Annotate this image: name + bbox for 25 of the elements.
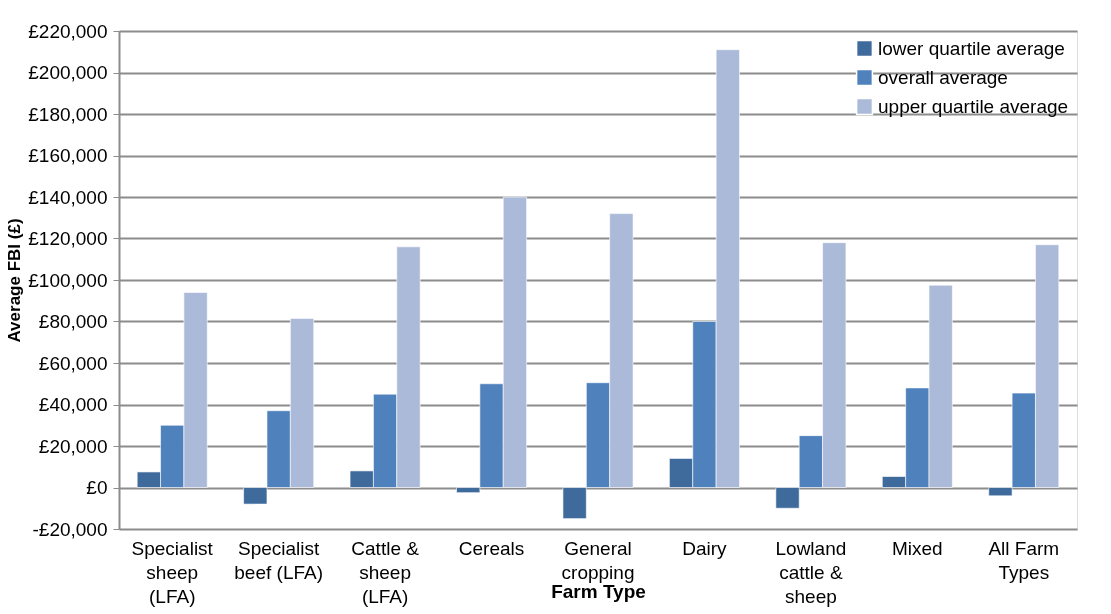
y-tick-label: £100,000 xyxy=(28,269,108,291)
y-axis-title: Average FBI (£) xyxy=(5,218,25,343)
x-tick-label: Cereals xyxy=(458,537,525,559)
y-tick-label: £160,000 xyxy=(28,145,108,166)
x-tick-label: Cattle & sheep (LFA) xyxy=(351,537,420,607)
y-tick-label: £0 xyxy=(86,477,108,498)
y-tick-label: £40,000 xyxy=(38,394,108,415)
y-tick-label: £80,000 xyxy=(38,311,108,332)
x-tick-label: Specialist sheep (LFA) xyxy=(131,537,214,607)
y-tick-label: £60,000 xyxy=(38,352,108,374)
legend-label: lower quartile average xyxy=(878,37,1065,59)
x-tick-label: Lowland cattle & sheep xyxy=(775,537,847,607)
x-tick-label: Mixed xyxy=(891,537,943,559)
y-tick-label: £200,000 xyxy=(28,62,108,83)
y-tick-label: £180,000 xyxy=(28,103,108,125)
x-tick-label: Specialist beef (LFA) xyxy=(234,537,324,583)
y-tick-label: -£20,000 xyxy=(32,518,108,540)
legend-label: upper quartile average xyxy=(878,95,1069,117)
y-tick-label: £140,000 xyxy=(28,186,108,208)
x-tick-label: All Farm Types xyxy=(988,537,1060,583)
y-tick-label: £220,000 xyxy=(28,20,108,42)
y-tick-label: £20,000 xyxy=(38,435,108,457)
y-tick-label: £120,000 xyxy=(28,228,108,249)
x-tick-label: Dairy xyxy=(682,537,728,559)
legend-label: overall average xyxy=(878,66,1008,88)
